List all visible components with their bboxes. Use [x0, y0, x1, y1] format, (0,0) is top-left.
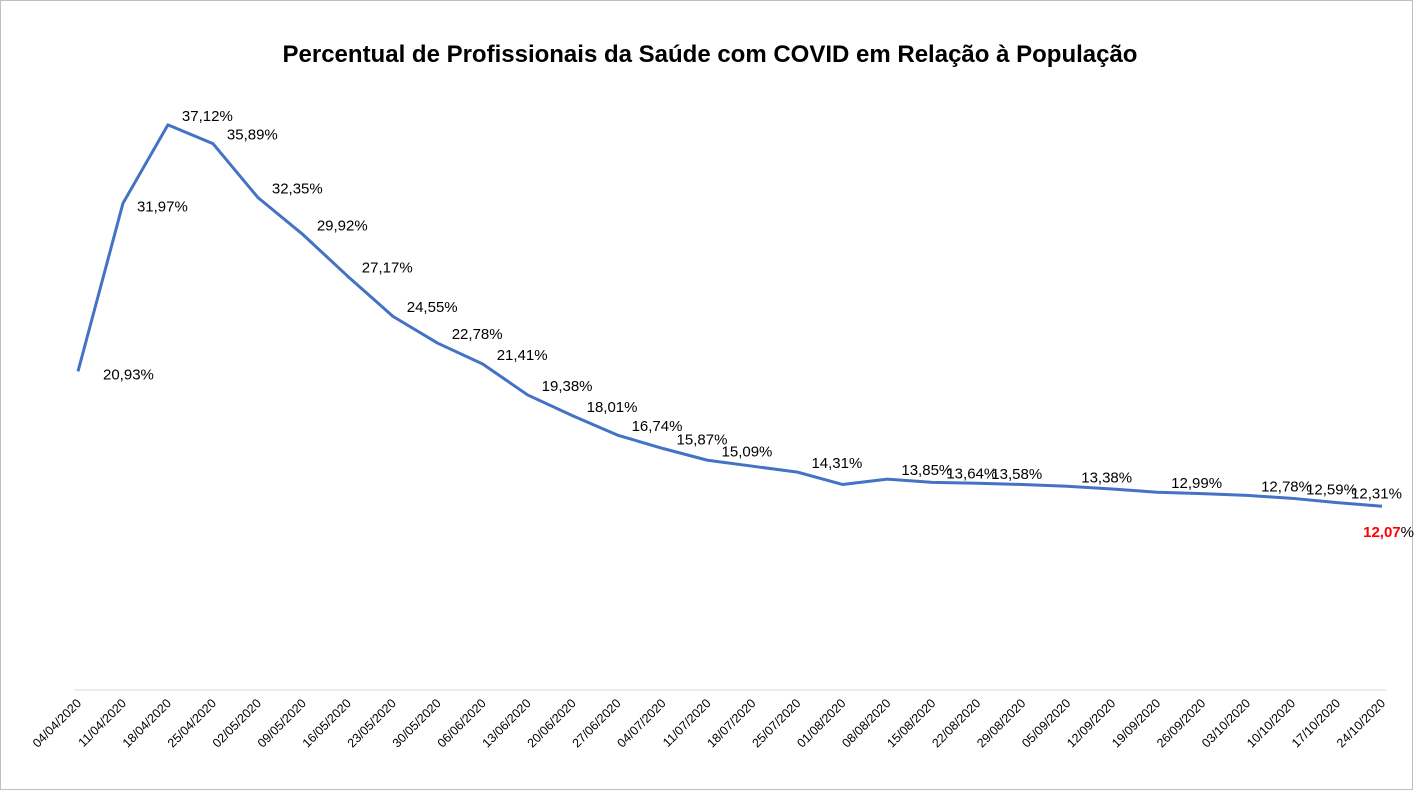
- data-label-unit: %: [1401, 524, 1414, 541]
- data-label: 15,09%: [722, 443, 773, 460]
- data-label: 37,12%: [182, 108, 233, 125]
- line: [76, 123, 1383, 508]
- data-label: 16,74%: [632, 418, 683, 435]
- data-label: 18,01%: [587, 399, 638, 416]
- data-label: 21,41%: [497, 347, 548, 364]
- data-label: 12,59%: [1306, 481, 1357, 498]
- data-label: 14,31%: [811, 455, 862, 472]
- data-label: 13,58%: [991, 466, 1042, 483]
- data-label: 12,99%: [1171, 475, 1222, 492]
- data-label: 22,78%: [452, 326, 503, 343]
- chart-title: Percentual de Profissionais da Saúde com…: [283, 41, 1138, 68]
- data-label: 19,38%: [542, 378, 593, 395]
- data-label: 35,89%: [227, 127, 278, 144]
- data-label: 13,38%: [1081, 469, 1132, 486]
- data-label: 13,85%: [901, 462, 952, 479]
- data-label: 12,07%: [1363, 524, 1414, 541]
- data-label: 15,87%: [677, 431, 728, 448]
- data-label: 13,64%: [946, 465, 997, 482]
- data-label: 12,31%: [1351, 486, 1402, 503]
- data-label: 31,97%: [137, 198, 188, 215]
- data-label: 12,78%: [1261, 478, 1312, 495]
- data-label-number: 12,07: [1363, 524, 1401, 541]
- data-label: 20,93%: [103, 366, 154, 383]
- data-label: 29,92%: [317, 217, 368, 234]
- data-label: 27,17%: [362, 259, 413, 276]
- data-label: 24,55%: [407, 299, 458, 316]
- data-label: 32,35%: [272, 180, 323, 197]
